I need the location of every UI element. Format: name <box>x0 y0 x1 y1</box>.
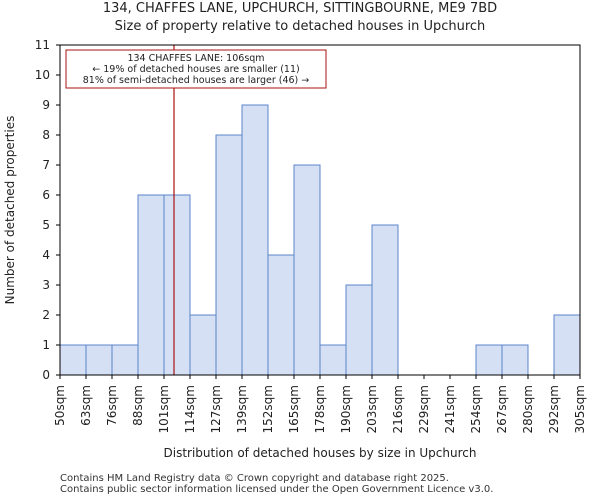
x-tick-label-305sqm: 305sqm <box>573 385 587 433</box>
x-tick-label-254sqm: 254sqm <box>469 385 483 433</box>
bar-114sqm <box>189 314 217 376</box>
y-tick-label-8: 8 <box>42 128 50 142</box>
bars-group <box>59 104 581 376</box>
chart-title: 134, CHAFFES LANE, UPCHURCH, SITTINGBOUR… <box>102 1 498 16</box>
x-axis-label: Distribution of detached houses by size … <box>164 446 477 460</box>
y-tick-label-4: 4 <box>42 248 50 262</box>
annotation-line-1: 134 CHAFFES LANE: 106sqm <box>127 53 264 64</box>
bar-203sqm <box>371 224 399 376</box>
bar-267sqm <box>501 344 529 376</box>
annotation-line-3: 81% of semi-detached houses are larger (… <box>83 75 310 86</box>
x-tick-label-203sqm: 203sqm <box>365 385 379 433</box>
axes-group: 0 1 2 3 4 5 6 7 8 9 10 11 50sqm 63sqm 76sqm 88sqm 101sqm… <box>3 38 587 460</box>
bar-254sqm <box>475 344 503 376</box>
x-tick-label-229sqm: 229sqm <box>417 385 431 433</box>
x-tick-label-63sqm: 63sqm <box>79 385 93 426</box>
bar-127sqm <box>215 134 243 376</box>
bar-190sqm <box>345 284 373 376</box>
x-tick-label-292sqm: 292sqm <box>547 385 561 433</box>
bar-101sqm <box>163 194 191 376</box>
y-tick-label-11: 11 <box>35 38 50 52</box>
bar-88sqm <box>137 194 165 376</box>
x-tick-label-76sqm: 76sqm <box>105 385 119 426</box>
annotation-box <box>65 49 327 89</box>
x-tick-label-216sqm: 216sqm <box>391 385 405 433</box>
bar-76sqm <box>111 344 139 376</box>
y-tick-label-9: 9 <box>42 98 50 112</box>
bar-165sqm <box>293 164 321 376</box>
chart-subtitle: Size of property relative to detached ho… <box>114 19 486 34</box>
x-tick-label-88sqm: 88sqm <box>131 385 145 426</box>
y-tick-label-2: 2 <box>42 308 50 322</box>
bar-50sqm <box>59 344 87 376</box>
histogram-chart: 0 1 2 3 4 5 6 7 8 9 10 11 50sqm 63sqm 76sqm 88sqm 101sqm… <box>3 38 587 460</box>
x-tick-label-114sqm: 114sqm <box>183 385 197 433</box>
bar-152sqm <box>267 254 295 376</box>
y-tick-label-0: 0 <box>42 368 50 382</box>
footer-line-2: Contains public sector information licen… <box>60 484 494 495</box>
y-tick-label-3: 3 <box>42 278 50 292</box>
bar-178sqm <box>319 344 347 376</box>
x-tick-label-241sqm: 241sqm <box>443 385 457 433</box>
x-tick-label-152sqm: 152sqm <box>261 385 275 433</box>
x-tick-label-178sqm: 178sqm <box>313 385 327 433</box>
x-tick-label-190sqm: 190sqm <box>339 385 353 433</box>
y-tick-label-6: 6 <box>42 188 50 202</box>
bar-292sqm <box>553 314 581 376</box>
x-tick-label-127sqm: 127sqm <box>209 385 223 433</box>
bar-63sqm <box>85 344 113 376</box>
x-tick-label-280sqm: 280sqm <box>521 385 535 433</box>
x-tick-label-50sqm: 50sqm <box>53 385 67 426</box>
annotation-group: 134 CHAFFES LANE: 106sqm← 19% of detache… <box>65 49 327 89</box>
x-tick-label-267sqm: 267sqm <box>495 385 509 433</box>
bar-139sqm <box>241 104 269 376</box>
annotation-line-2: ← 19% of detached houses are smaller (11… <box>92 64 299 75</box>
x-tick-label-101sqm: 101sqm <box>157 385 171 433</box>
y-tick-label-5: 5 <box>42 218 50 232</box>
y-tick-label-1: 1 <box>42 338 50 352</box>
footer-line-1: Contains HM Land Registry data © Crown c… <box>60 473 449 484</box>
y-axis-label: Number of detached properties <box>3 116 17 305</box>
x-tick-label-139sqm: 139sqm <box>235 385 249 433</box>
y-tick-label-10: 10 <box>35 68 50 82</box>
x-tick-label-165sqm: 165sqm <box>287 385 301 433</box>
y-tick-label-7: 7 <box>42 158 50 172</box>
